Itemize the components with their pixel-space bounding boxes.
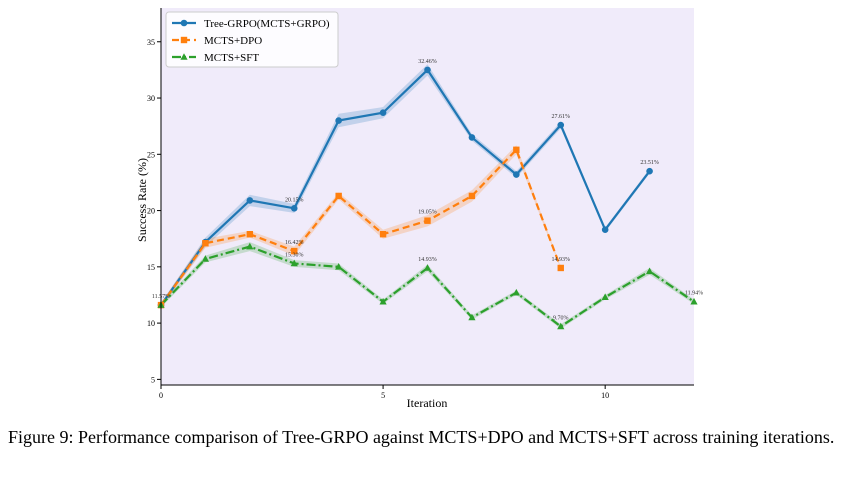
y-tick-label: 10 xyxy=(147,319,155,328)
mcts-dpo-data-label: 19.05% xyxy=(418,210,437,216)
mcts-dpo-point xyxy=(468,192,476,200)
mcts-dpo-band xyxy=(161,145,561,308)
legend-box xyxy=(165,11,339,68)
figure-caption: Figure 9: Performance comparison of Tree… xyxy=(8,427,835,447)
tree-grpo-mcts-grpo-point xyxy=(379,109,387,116)
mcts-dpo-data-label: 16.42% xyxy=(285,240,304,246)
mcts-sft-point xyxy=(201,255,210,262)
mcts-sft-data-label: 9.70% xyxy=(553,315,569,321)
tree-grpo-mcts-grpo-point xyxy=(601,226,609,233)
tree-grpo-mcts-grpo-point xyxy=(246,197,254,204)
mcts-sft-point xyxy=(512,288,520,296)
mcts-dpo-line xyxy=(160,147,562,306)
tree-grpo-mcts-grpo-line xyxy=(160,68,651,306)
tree-grpo-mcts-grpo-data-label: 27.61% xyxy=(552,114,571,120)
mcts-dpo-point xyxy=(291,247,298,255)
mcts-dpo-point xyxy=(335,192,342,200)
mcts-dpo-point xyxy=(424,217,431,224)
y-tick-label: 35 xyxy=(147,38,155,47)
tree-grpo-mcts-grpo-data-label: 32.46% xyxy=(418,59,437,65)
tree-grpo-mcts-grpo-point xyxy=(424,66,431,74)
mcts-sft-data-label: 11.94% xyxy=(685,291,703,297)
y-tick-label: 15 xyxy=(147,263,155,272)
legend: Tree-GRPO(MCTS+GRPO) MCTS+DPO MCTS+SFT xyxy=(165,11,339,68)
legend-tree-grpo-mcts-grpo-label: Tree-GRPO(MCTS+GRPO) xyxy=(204,18,330,30)
legend-mcts-dpo-marker xyxy=(180,36,188,44)
y-tick-label: 20 xyxy=(147,207,155,216)
tree-grpo-mcts-grpo-point xyxy=(646,167,653,175)
mcts-sft-point xyxy=(645,267,654,275)
tree-grpo-mcts-grpo-point xyxy=(335,117,342,124)
tree-grpo-mcts-grpo-point xyxy=(468,134,476,141)
mcts-sft-point xyxy=(468,313,476,321)
y-tick-label: 25 xyxy=(147,150,155,159)
mcts-dpo-point xyxy=(202,240,209,247)
mcts-sft-point xyxy=(557,322,565,330)
mcts-dpo-point xyxy=(513,146,520,153)
mcts-sft-point xyxy=(379,297,387,305)
mcts-sft-point xyxy=(335,263,343,270)
y-tick-label: 30 xyxy=(147,94,155,103)
tree-grpo-mcts-grpo-data-label: 23.51% xyxy=(640,160,659,166)
y-tick-label: 5 xyxy=(151,375,155,384)
mcts-dpo-point xyxy=(246,231,254,238)
x-tick-label: 0 xyxy=(159,391,163,400)
mcts-sft-point xyxy=(690,297,698,305)
mcts-sft-point xyxy=(246,242,254,250)
x-tick-label: 10 xyxy=(601,391,609,400)
mcts-dpo-data-label: 14.93% xyxy=(552,257,571,263)
y-axis-label: Success Rate (%) xyxy=(135,158,149,242)
legend-mcts-sft-label: MCTS+SFT xyxy=(204,52,259,64)
legend-tree-grpo-mcts-grpo-marker xyxy=(180,19,188,27)
tree-grpo-mcts-grpo-point xyxy=(557,121,565,129)
mcts-dpo-point xyxy=(379,231,387,238)
tree-grpo-mcts-grpo-point xyxy=(290,205,298,212)
legend-mcts-dpo-label: MCTS+DPO xyxy=(204,35,262,47)
mcts-sft-point xyxy=(423,264,432,271)
tree-grpo-mcts-grpo-data-label: 20.15% xyxy=(285,197,304,203)
mcts-sft-point xyxy=(290,259,298,267)
x-tick-label: 5 xyxy=(381,391,385,400)
x-axis-label: Iteration xyxy=(407,396,448,410)
mcts-sft-data-label: 15.30% xyxy=(285,252,304,258)
mcts-sft-data-label: 14.93% xyxy=(418,257,437,263)
mcts-sft-point xyxy=(601,293,609,301)
tree-grpo-mcts-grpo-point xyxy=(513,171,520,178)
mcts-dpo-point xyxy=(557,264,564,272)
legend-mcts-sft-marker xyxy=(180,53,188,60)
